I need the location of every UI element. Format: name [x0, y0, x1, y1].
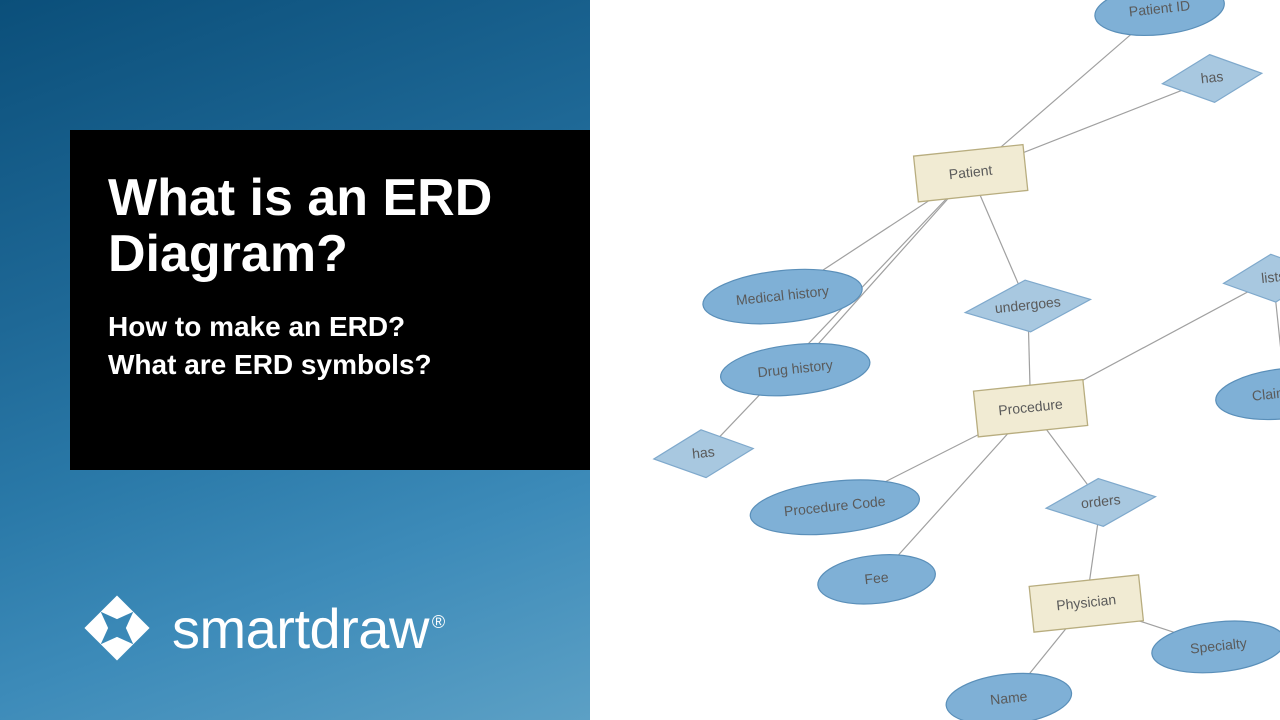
- svg-text:Fee: Fee: [864, 569, 890, 587]
- svg-text:lists: lists: [1260, 268, 1280, 286]
- erd-diagram: PatientProcedurePhysicianhasundergoeslis…: [590, 0, 1280, 720]
- logo-icon: [80, 591, 154, 665]
- subtitle-line-1: How to make an ERD?: [108, 308, 562, 346]
- brand-logo: smartdraw®: [80, 591, 445, 665]
- svg-text:has: has: [691, 443, 715, 461]
- main-title: What is an ERD Diagram?: [108, 170, 562, 282]
- title-box: What is an ERD Diagram? How to make an E…: [70, 130, 600, 470]
- svg-text:has: has: [1200, 68, 1224, 86]
- subtitle-line-2: What are ERD symbols?: [108, 346, 562, 384]
- logo-text: smartdraw®: [172, 596, 445, 661]
